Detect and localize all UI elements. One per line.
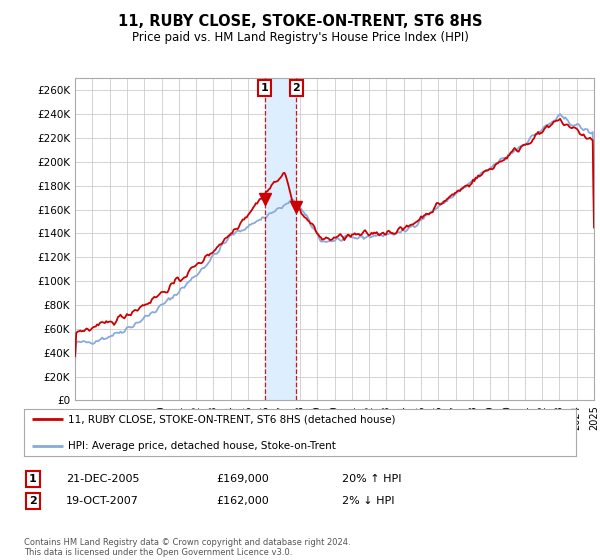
- Text: 1: 1: [29, 474, 37, 484]
- Text: 11, RUBY CLOSE, STOKE-ON-TRENT, ST6 8HS: 11, RUBY CLOSE, STOKE-ON-TRENT, ST6 8HS: [118, 14, 482, 29]
- Bar: [265, 78, 296, 400]
- Text: 19-OCT-2007: 19-OCT-2007: [66, 496, 139, 506]
- Text: 11, RUBY CLOSE, STOKE-ON-TRENT, ST6 8HS (detached house): 11, RUBY CLOSE, STOKE-ON-TRENT, ST6 8HS …: [68, 414, 395, 424]
- Text: HPI: Average price, detached house, Stoke-on-Trent: HPI: Average price, detached house, Stok…: [68, 441, 336, 451]
- Text: 2: 2: [293, 83, 301, 93]
- Text: £162,000: £162,000: [216, 496, 269, 506]
- Text: 20% ↑ HPI: 20% ↑ HPI: [342, 474, 401, 484]
- Text: 2% ↓ HPI: 2% ↓ HPI: [342, 496, 395, 506]
- Text: Price paid vs. HM Land Registry's House Price Index (HPI): Price paid vs. HM Land Registry's House …: [131, 31, 469, 44]
- Text: 2: 2: [29, 496, 37, 506]
- Text: Contains HM Land Registry data © Crown copyright and database right 2024.
This d: Contains HM Land Registry data © Crown c…: [24, 538, 350, 557]
- Text: £169,000: £169,000: [216, 474, 269, 484]
- Text: 1: 1: [261, 83, 269, 93]
- Text: 21-DEC-2005: 21-DEC-2005: [66, 474, 139, 484]
